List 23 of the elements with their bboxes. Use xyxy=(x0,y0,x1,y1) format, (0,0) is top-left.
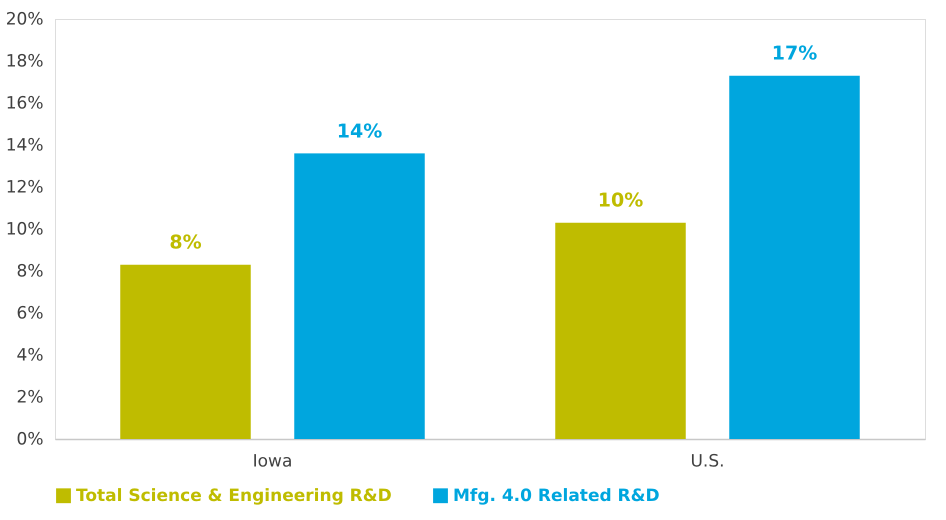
y-tick-label: 14% xyxy=(6,136,44,156)
y-tick-label: 8% xyxy=(16,262,44,282)
x-tick-label: U.S. xyxy=(690,452,725,472)
y-tick-label: 12% xyxy=(6,178,44,198)
data-label: 14% xyxy=(336,120,382,142)
y-tick-label: 16% xyxy=(6,94,44,114)
x-tick-label: Iowa xyxy=(252,452,292,472)
bar xyxy=(120,264,251,439)
y-tick-label: 2% xyxy=(16,388,44,408)
y-tick-label: 0% xyxy=(16,430,44,450)
data-label: 10% xyxy=(598,190,644,212)
data-label: 8% xyxy=(169,232,202,254)
y-tick-label: 4% xyxy=(16,346,44,366)
bar xyxy=(294,153,425,439)
legend-label: Mfg. 4.0 Related R&D xyxy=(453,486,660,506)
y-tick-label: 10% xyxy=(6,220,44,240)
legend-label: Total Science & Engineering R&D xyxy=(76,486,392,506)
y-tick-label: 18% xyxy=(6,52,44,72)
data-label: 17% xyxy=(772,42,818,65)
bar xyxy=(555,222,686,439)
y-tick-label: 6% xyxy=(16,304,44,324)
y-tick-label: 20% xyxy=(6,10,44,30)
bar xyxy=(729,76,860,439)
